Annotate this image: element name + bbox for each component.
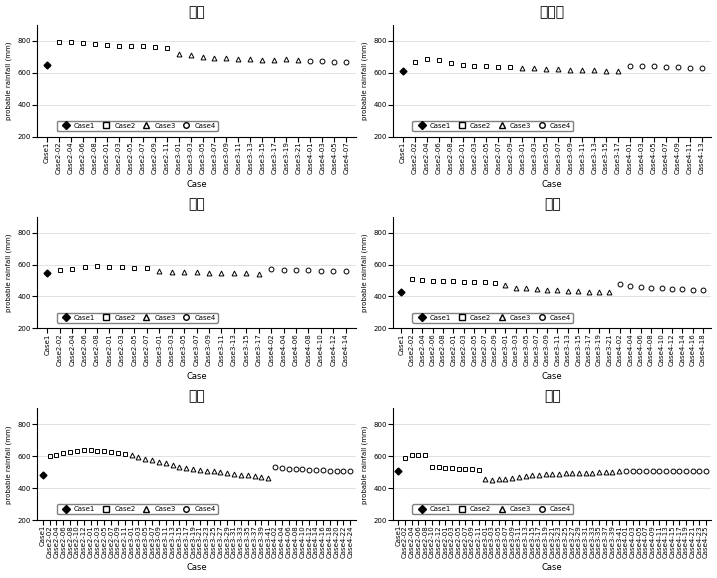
- X-axis label: Case: Case: [542, 180, 563, 189]
- X-axis label: Case: Case: [186, 372, 206, 381]
- Y-axis label: probable rainfall (mm): probable rainfall (mm): [6, 425, 12, 503]
- X-axis label: Case: Case: [542, 372, 563, 381]
- Title: 강릉: 강릉: [188, 6, 205, 20]
- Legend: Case1, Case2, Case3, Case4: Case1, Case2, Case3, Case4: [57, 313, 218, 323]
- Title: 대관령: 대관령: [540, 6, 565, 20]
- Legend: Case1, Case2, Case3, Case4: Case1, Case2, Case3, Case4: [412, 121, 574, 131]
- Title: 부여: 부여: [544, 197, 561, 212]
- Y-axis label: probable rainfall (mm): probable rainfall (mm): [6, 234, 12, 312]
- Title: 포항: 포항: [188, 389, 205, 403]
- Title: 장흥: 장흥: [188, 197, 205, 212]
- X-axis label: Case: Case: [542, 564, 563, 572]
- Legend: Case1, Case2, Case3, Case4: Case1, Case2, Case3, Case4: [412, 504, 574, 514]
- Y-axis label: probable rainfall (mm): probable rainfall (mm): [361, 42, 368, 120]
- Y-axis label: probable rainfall (mm): probable rainfall (mm): [6, 42, 12, 120]
- Title: 서울: 서울: [544, 389, 561, 403]
- Legend: Case1, Case2, Case3, Case4: Case1, Case2, Case3, Case4: [412, 313, 574, 323]
- Y-axis label: probable rainfall (mm): probable rainfall (mm): [361, 234, 368, 312]
- X-axis label: Case: Case: [186, 564, 206, 572]
- Y-axis label: probable rainfall (mm): probable rainfall (mm): [361, 425, 368, 503]
- X-axis label: Case: Case: [186, 180, 206, 189]
- Legend: Case1, Case2, Case3, Case4: Case1, Case2, Case3, Case4: [57, 121, 218, 131]
- Legend: Case1, Case2, Case3, Case4: Case1, Case2, Case3, Case4: [57, 504, 218, 514]
